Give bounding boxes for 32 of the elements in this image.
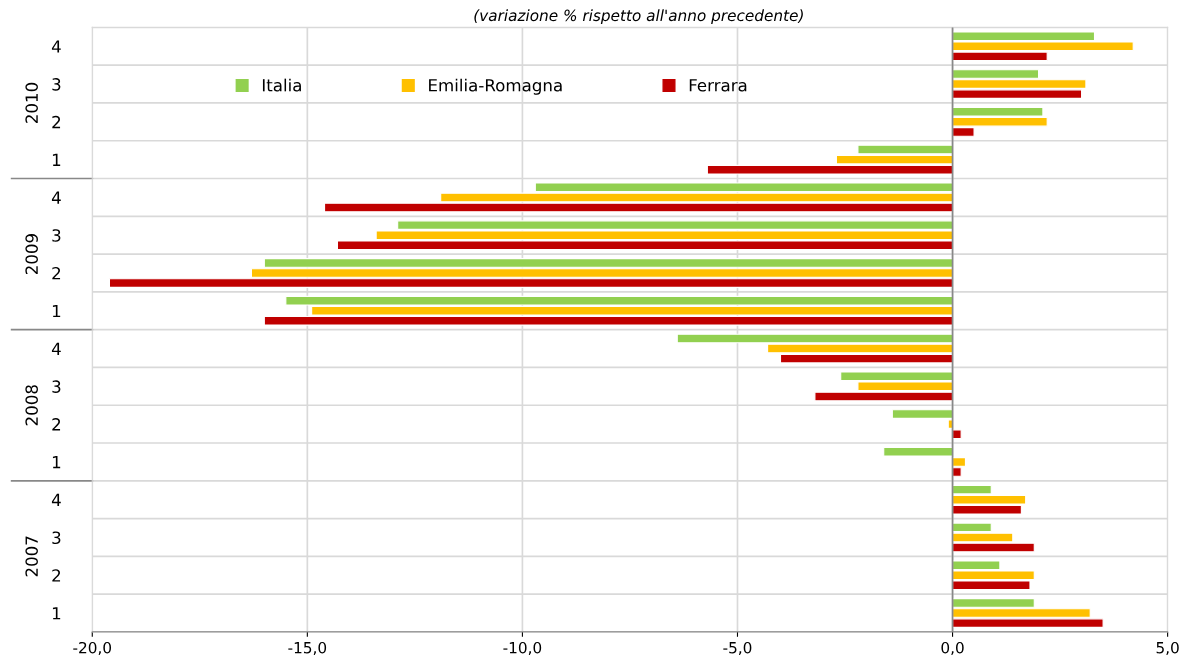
y-tick-label: 4 xyxy=(51,342,61,355)
y-tick-label: 3 xyxy=(52,380,61,393)
x-tick-label: -15,0 xyxy=(288,641,327,656)
bar xyxy=(883,446,954,457)
y-tick-label: 1 xyxy=(52,456,61,469)
x-tick-label: -20,0 xyxy=(73,641,112,656)
bar xyxy=(951,429,962,440)
chart-subtitle: (variazione % rispetto all'anno precedente) xyxy=(474,9,803,25)
text: 2009 xyxy=(25,234,38,275)
y-tick-label: 2 xyxy=(52,115,61,129)
x-tick-label: -10,0 xyxy=(503,641,542,656)
y-tick-label: 1 xyxy=(52,153,61,166)
legend-label: Italia xyxy=(262,78,301,92)
y-tick-label: 3 xyxy=(52,229,61,242)
text: 2007 xyxy=(25,536,38,577)
y-tick-label: 2 xyxy=(52,569,61,582)
text: 2008 xyxy=(25,385,38,426)
legend-label: Ferrara xyxy=(689,79,747,92)
legend-label: Emilia-Romagna xyxy=(429,78,562,95)
y-tick-label: 2 xyxy=(52,418,61,431)
y-tick-label: 1 xyxy=(52,304,61,318)
y-tick-label: 4 xyxy=(51,40,61,53)
y-tick-label: 3 xyxy=(52,531,61,545)
y-tick-label: 2 xyxy=(52,266,61,280)
y-tick-label: 1 xyxy=(52,607,61,620)
y-tick-label: 4 xyxy=(51,191,61,204)
x-tick-label: 0,0 xyxy=(941,641,964,656)
x-tick-label: -5,0 xyxy=(723,641,752,656)
y-tick-label: 3 xyxy=(52,78,61,91)
text: 2010 xyxy=(25,82,38,123)
y-tick-label: 4 xyxy=(51,493,61,507)
x-tick-label: 5,0 xyxy=(1156,641,1179,656)
